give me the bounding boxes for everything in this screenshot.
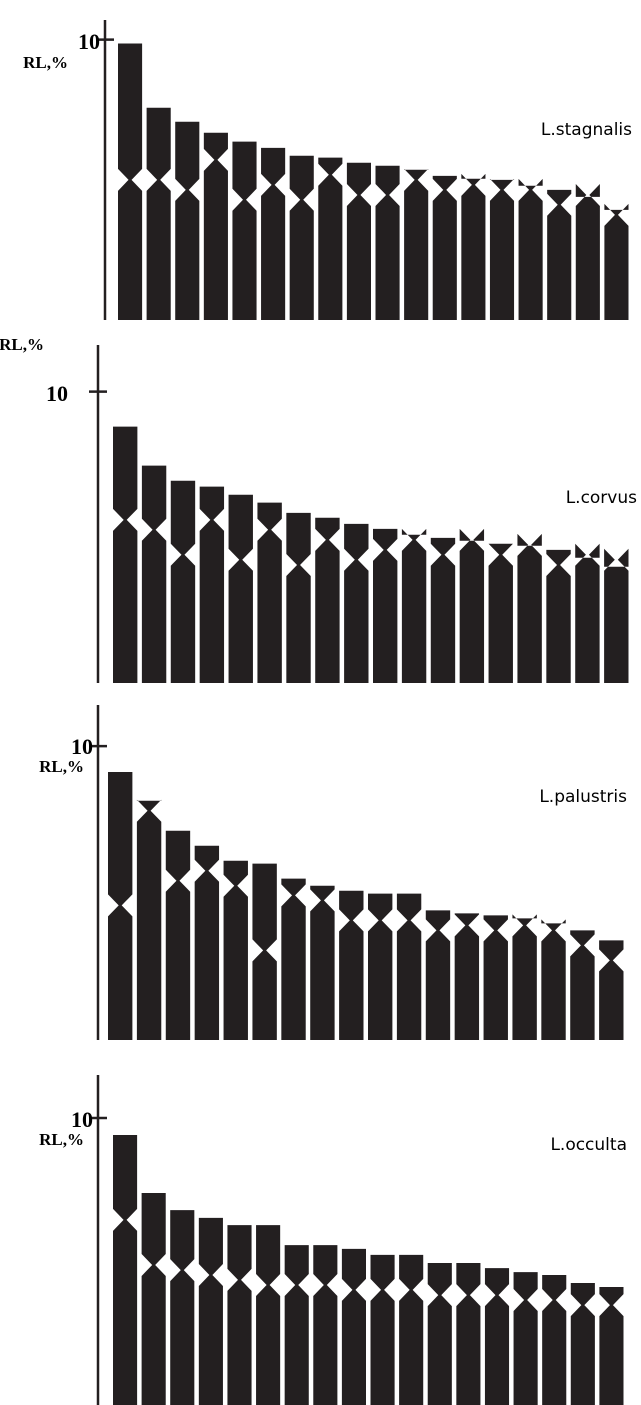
chromosome	[546, 550, 570, 683]
chromosome	[542, 1275, 566, 1405]
chromosome	[142, 466, 166, 683]
chromosome	[460, 529, 484, 683]
chromosome	[426, 910, 450, 1040]
species-label: L.stagnalis	[541, 120, 632, 140]
chromosome	[456, 1263, 480, 1405]
chromosome	[604, 549, 628, 683]
chromosome	[286, 513, 310, 683]
chromosome	[514, 1272, 538, 1405]
chromosome	[261, 148, 285, 320]
chromosome	[113, 427, 137, 683]
y-tick-label: 10	[71, 734, 93, 759]
chromosome	[344, 524, 368, 683]
chromosome	[570, 930, 594, 1040]
chromosome	[313, 1245, 337, 1405]
chromosome	[404, 169, 428, 320]
chromosome	[599, 940, 623, 1040]
chromosome	[175, 122, 199, 320]
chromosome	[455, 913, 479, 1040]
chromosome	[397, 894, 421, 1040]
y-tick-label: 10	[71, 1107, 93, 1132]
chromosome	[318, 158, 342, 320]
chromosome	[342, 1249, 366, 1405]
chromosome	[166, 831, 190, 1040]
y-tick-label: 10	[78, 29, 100, 54]
chromosome	[142, 1193, 166, 1405]
chromosome	[224, 861, 248, 1040]
chromosome	[433, 176, 457, 320]
chromosome	[431, 538, 455, 683]
chromosome	[285, 1245, 309, 1405]
chromosome	[315, 518, 339, 683]
figure: 10RL,%L.stagnalis10RL,%L.corvus10RL,%L.p…	[0, 0, 641, 1405]
chromosome	[402, 529, 426, 683]
y-tick-label: 10	[46, 381, 68, 406]
chromosome	[137, 800, 161, 1040]
chromosome	[461, 174, 485, 320]
chromosome	[541, 919, 565, 1040]
chromosome	[147, 108, 171, 320]
chromosome	[489, 544, 513, 683]
chromosome	[575, 544, 599, 683]
chromosome	[399, 1255, 423, 1405]
chromosome	[517, 534, 541, 683]
chromosome	[171, 481, 195, 683]
species-label: L.occulta	[550, 1135, 627, 1155]
chromosome	[484, 915, 508, 1040]
chromosome	[227, 1225, 251, 1405]
chromosome	[576, 184, 600, 320]
chromosome	[113, 1135, 137, 1405]
chromosome	[290, 156, 314, 320]
chromosome	[599, 1287, 623, 1405]
chromosome	[428, 1263, 452, 1405]
chromosome	[310, 886, 334, 1040]
chromosome	[571, 1283, 595, 1405]
chromosome	[339, 891, 363, 1040]
chromosome	[204, 133, 228, 320]
chromosome	[118, 44, 142, 320]
chromosome	[547, 190, 571, 320]
chromosome	[252, 864, 276, 1040]
y-axis-label: RL,%	[39, 757, 84, 776]
chromosome	[232, 142, 256, 320]
species-label: L.corvus	[566, 488, 637, 508]
chromosome	[108, 772, 132, 1040]
chromosome	[229, 495, 253, 683]
chromosome	[200, 487, 224, 683]
chromosome	[257, 503, 281, 683]
y-axis-label: RL,%	[23, 53, 68, 72]
chromosome	[368, 894, 392, 1040]
chromosome	[373, 529, 397, 683]
y-axis-label: RL,%	[0, 335, 44, 354]
chromosome	[376, 166, 400, 320]
chromosome	[199, 1218, 223, 1405]
chromosome	[195, 846, 219, 1040]
chromosome	[490, 179, 514, 320]
chromosome	[256, 1225, 280, 1405]
chromosome	[281, 879, 305, 1040]
chromosome	[347, 163, 371, 320]
species-label: L.palustris	[539, 787, 627, 807]
chromosome	[519, 179, 543, 320]
chromosome	[485, 1268, 509, 1405]
chromosome	[371, 1255, 395, 1405]
chromosome	[512, 914, 536, 1040]
y-axis-label: RL,%	[39, 1130, 84, 1149]
chromosome	[170, 1210, 194, 1405]
chromosome	[604, 204, 628, 320]
